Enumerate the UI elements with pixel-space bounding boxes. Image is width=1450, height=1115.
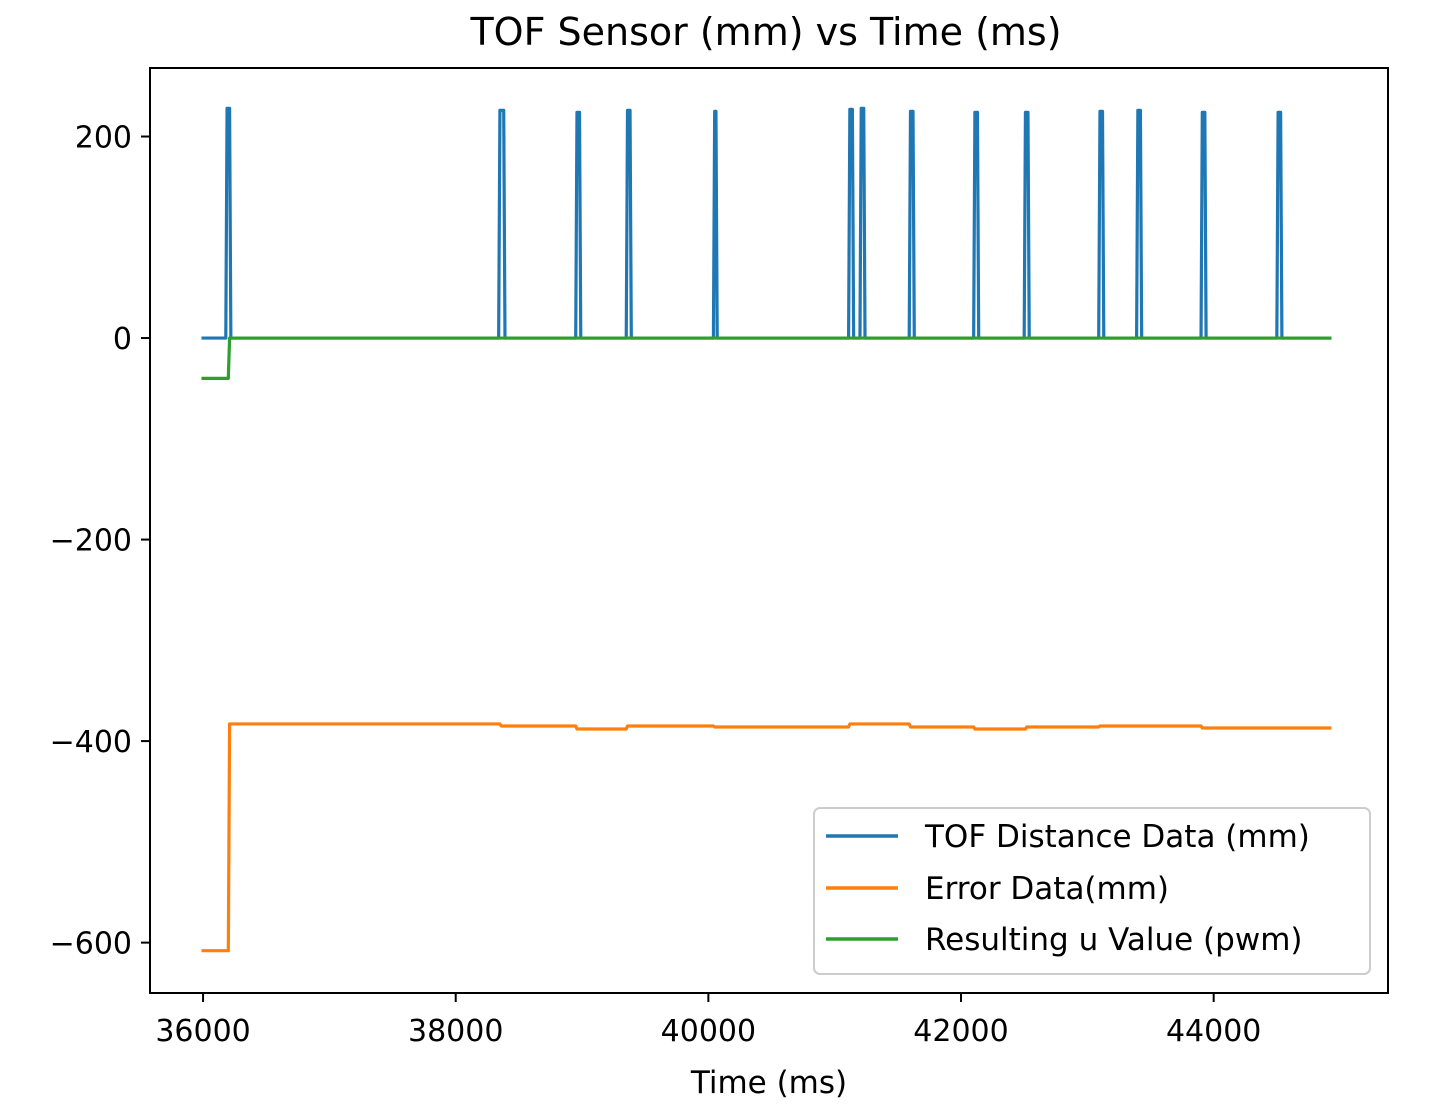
x-tick-label: 36000 [155,1014,250,1049]
y-tick-label: −600 [50,927,132,962]
series-line-0 [201,106,1332,340]
plot-frame [149,67,1389,994]
legend-label-1: Error Data(mm) [925,871,1169,907]
legend-items: TOF Distance Data (mm) Error Data(mm) Resu… [826,819,1310,958]
x-tick-label: 42000 [913,1014,1008,1049]
y-axis-ticks: 200 0 −200 −400 −600 [50,121,150,962]
legend: TOF Distance Data (mm) Error Data(mm) Resu… [813,807,1371,975]
y-tick-label: 0 [113,322,132,357]
x-tick-label: 38000 [408,1014,503,1049]
series-line-1 [201,722,1332,953]
legend-label-0: TOF Distance Data (mm) [924,819,1310,855]
x-tick-label: 44000 [1166,1014,1261,1049]
x-axis-label: Time (ms) [690,1065,847,1101]
x-axis-ticks: 36000 38000 40000 42000 44000 [155,993,1261,1049]
y-tick-label: −400 [50,725,132,760]
y-tick-label: −200 [50,524,132,559]
legend-box [813,807,1371,975]
series-line-2 [201,336,1332,380]
legend-label-2: Resulting u Value (pwm) [925,922,1302,958]
x-tick-label: 40000 [661,1014,756,1049]
series-layer [201,106,1332,953]
y-tick-label: 200 [75,121,132,156]
chart-title: TOF Sensor (mm) vs Time (ms) [469,10,1061,54]
